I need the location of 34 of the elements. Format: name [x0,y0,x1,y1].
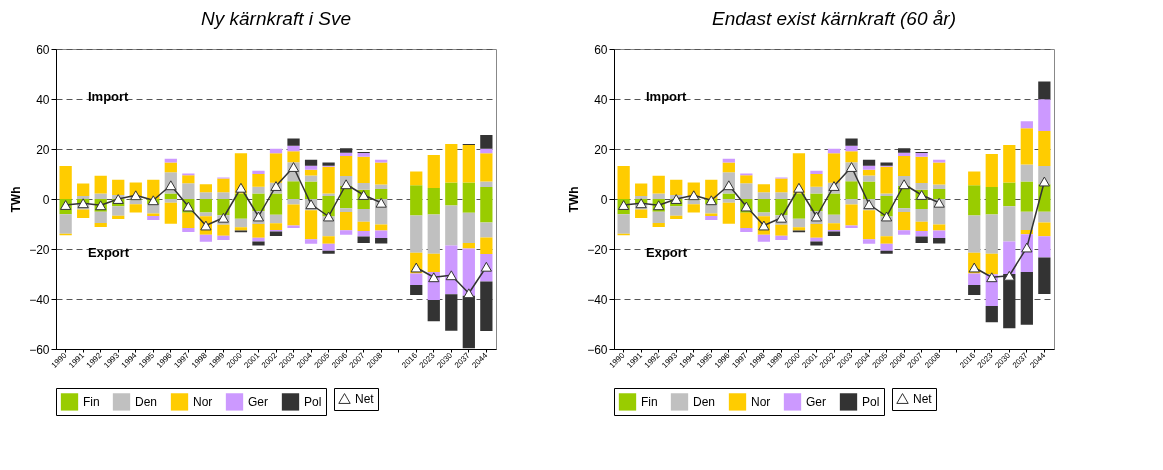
y-axis-title: TWh [9,186,24,213]
y-tick-label: 20 [594,142,608,157]
y-axis-title: TWh [567,186,582,213]
legend-label: Ger [248,394,269,409]
legend-label: Fin [83,394,100,409]
y-tick-label: −40 [587,292,608,307]
y-tick-label: 0 [42,192,50,207]
legend-label: Fin [641,394,658,409]
y-tick-label: 40 [36,92,50,107]
y-tick-label: 60 [594,42,608,57]
legend-label: Den [135,394,158,409]
y-tick-label: 40 [594,92,608,107]
legend-label: Ger [806,394,827,409]
legend-label: Net [913,391,933,406]
annotation: Export [88,245,130,260]
legend-label: Nor [193,394,213,409]
y-tick-label: 60 [36,42,50,57]
annotation: Export [646,245,688,260]
chart-title: Endast exist kärnkraft (60 år) [712,8,956,29]
y-tick-label: 0 [600,192,608,207]
chart-title: Ny kärnkraft i Sve [201,8,351,29]
y-tick-label: −20 [587,242,608,257]
legend-label: Nor [751,394,771,409]
y-tick-label: −20 [29,242,50,257]
annotation: Import [646,89,688,104]
legend-label: Pol [862,394,880,409]
y-tick-label: −40 [29,292,50,307]
y-tick-label: −60 [29,342,50,357]
annotation: Import [88,89,130,104]
y-tick-label: −60 [587,342,608,357]
legend-label: Pol [304,394,322,409]
legend-label: Net [355,391,375,406]
legend-label: Den [693,394,716,409]
y-tick-label: 20 [36,142,50,157]
